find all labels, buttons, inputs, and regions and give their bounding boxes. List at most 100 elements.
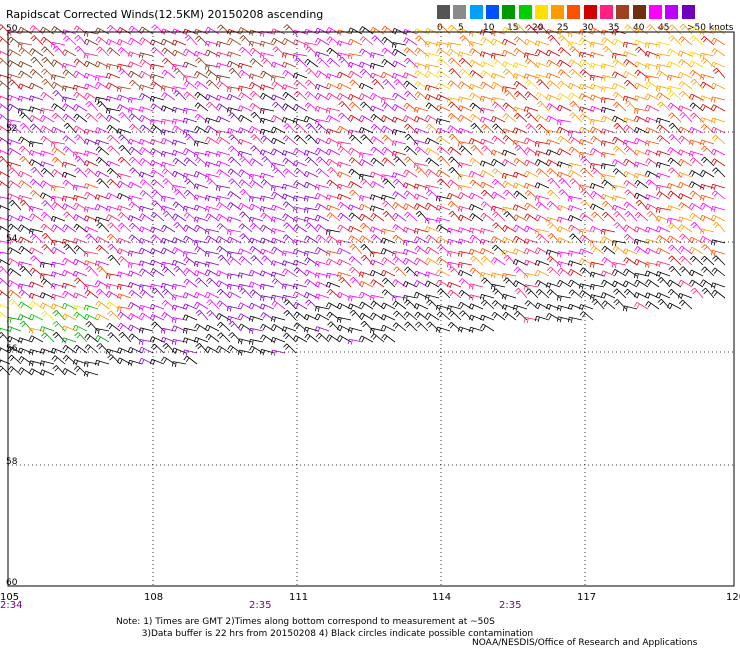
wind-barb-feather: [260, 92, 264, 98]
wind-barb: [371, 251, 385, 255]
wind-barb: [514, 127, 528, 134]
wind-barb: [649, 24, 660, 35]
wind-barb: [308, 68, 319, 79]
wind-barb-feather: [668, 265, 673, 270]
wind-barb: [132, 156, 143, 167]
wind-barb-feather: [360, 134, 365, 139]
wind-barb-feather: [548, 61, 552, 67]
wind-barb-feather: [42, 225, 47, 231]
wind-barb-feather: [20, 303, 24, 309]
wind-barb-feather: [559, 149, 563, 155]
wind-barb: [32, 25, 44, 35]
wind-barb-feather: [117, 284, 119, 290]
wind-barb: [99, 222, 110, 233]
wind-barb-feather: [282, 157, 286, 163]
wind-barb-feather: [427, 104, 432, 109]
wind-barb-feather: [196, 93, 201, 99]
wind-barb-feather: [568, 169, 572, 175]
wind-barb: [669, 61, 682, 68]
wind-barb-feather: [130, 72, 134, 78]
wind-barb-feather: [579, 234, 584, 240]
wind-barb-feather: [647, 262, 650, 268]
wind-barb-feather: [447, 97, 449, 103]
wind-barb-feather: [482, 258, 487, 263]
wind-barb: [295, 148, 308, 156]
wind-barb: [63, 96, 77, 101]
wind-barb-feather: [688, 51, 692, 57]
wind-barb-feather: [348, 295, 350, 301]
wind-barb-feather: [570, 61, 575, 66]
wind-barb-feather: [274, 48, 279, 53]
wind-barb-feather: [545, 249, 548, 255]
wind-barb-feather: [227, 256, 232, 261]
wind-barb-feather: [461, 70, 466, 76]
wind-barb: [78, 35, 88, 46]
wind-barb: [349, 61, 363, 68]
wind-barb: [339, 247, 352, 255]
wind-barb-feather: [174, 261, 178, 267]
wind-barb-feather: [117, 256, 122, 261]
wind-barb: [339, 259, 352, 266]
wind-barb: [373, 234, 385, 244]
wind-barb-feather: [578, 51, 581, 58]
wind-barb-feather: [548, 51, 552, 57]
wind-barb: [394, 27, 407, 35]
wind-barb-feather: [351, 136, 356, 142]
wind-barb-feather: [669, 104, 674, 110]
wind-barb-feather: [292, 30, 295, 36]
wind-barb-feather: [17, 261, 20, 267]
wind-barb-feather: [292, 195, 295, 201]
wind-barb-feather: [284, 159, 289, 165]
wind-barb: [525, 238, 539, 244]
wind-barb-feather: [490, 272, 493, 278]
wind-barb-feather: [427, 185, 430, 191]
wind-barb-feather: [317, 236, 322, 241]
wind-barb: [177, 222, 187, 233]
wind-barb-feather: [194, 91, 199, 97]
wind-barb: [550, 201, 561, 211]
wind-barb-feather: [273, 62, 277, 68]
wind-barb-feather: [237, 63, 240, 69]
wind-barb-feather: [160, 238, 164, 244]
wind-barb-feather: [406, 59, 410, 65]
wind-barb-feather: [350, 40, 354, 46]
wind-barb: [472, 113, 484, 123]
wind-barb-feather: [141, 192, 146, 197]
wind-barb-feather: [380, 228, 383, 234]
wind-barb: [152, 169, 165, 178]
wind-barb-feather: [51, 246, 55, 252]
wind-barb-feather: [614, 170, 619, 175]
wind-barb-feather: [0, 217, 1, 221]
wind-barb: [130, 215, 143, 222]
wind-barb-feather: [85, 101, 90, 105]
wind-barb-feather: [194, 71, 198, 76]
wind-barb-feather: [636, 108, 639, 114]
wind-barb-feather: [471, 42, 474, 48]
wind-barb-feather: [702, 171, 706, 177]
wind-barb-feather: [153, 191, 158, 196]
wind-barb-feather: [702, 237, 706, 243]
wind-barb-feather: [670, 224, 675, 230]
wind-barb-feather: [414, 280, 418, 285]
wind-barb: [30, 228, 44, 233]
wind-barb: [671, 24, 682, 35]
wind-barb: [239, 248, 253, 255]
wind-barb-feather: [182, 205, 185, 212]
wind-barb: [107, 107, 121, 112]
wind-barb-feather: [670, 257, 675, 262]
wind-barb-feather: [206, 277, 210, 282]
wind-barb-feather: [306, 151, 309, 157]
wind-barb: [252, 58, 264, 68]
wind-barb-feather: [317, 107, 320, 113]
wind-barb: [604, 256, 616, 266]
wind-barb-feather: [655, 271, 659, 277]
wind-barb-feather: [62, 69, 67, 74]
wind-barb-feather: [325, 128, 329, 134]
wind-barb-feather: [160, 129, 163, 135]
wind-barb-feather: [83, 183, 87, 189]
wind-barb-feather: [227, 284, 229, 290]
wind-barb-feather: [348, 114, 352, 120]
wind-barb-feather: [362, 103, 367, 108]
wind-barb-feather: [534, 74, 537, 80]
wind-barb-feather: [260, 108, 262, 114]
